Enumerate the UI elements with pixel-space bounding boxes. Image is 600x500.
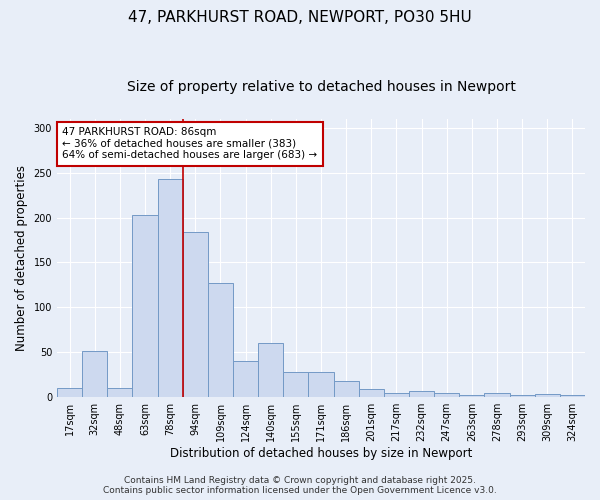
Bar (484, 392, 509, 397)
Bar (57, 388, 82, 397)
Bar (107, 388, 133, 397)
Bar (283, 372, 308, 397)
Bar (308, 372, 334, 397)
Bar (384, 392, 409, 397)
Y-axis label: Number of detached properties: Number of detached properties (15, 165, 28, 351)
Text: 47 PARKHURST ROAD: 86sqm
← 36% of detached houses are smaller (383)
64% of semi-: 47 PARKHURST ROAD: 86sqm ← 36% of detach… (62, 127, 317, 160)
Bar (133, 215, 158, 397)
Bar (183, 232, 208, 397)
Bar (334, 381, 359, 397)
Bar (535, 394, 560, 397)
Bar (258, 344, 283, 397)
Title: Size of property relative to detached houses in Newport: Size of property relative to detached ho… (127, 80, 515, 94)
Bar (233, 362, 258, 397)
Text: Contains HM Land Registry data © Crown copyright and database right 2025.
Contai: Contains HM Land Registry data © Crown c… (103, 476, 497, 495)
Bar (359, 389, 384, 397)
Bar (82, 350, 107, 397)
Bar (158, 179, 183, 397)
Bar (560, 396, 585, 397)
X-axis label: Distribution of detached houses by size in Newport: Distribution of detached houses by size … (170, 447, 472, 460)
Bar (509, 396, 535, 397)
Bar (459, 396, 484, 397)
Bar (409, 391, 434, 397)
Text: 47, PARKHURST ROAD, NEWPORT, PO30 5HU: 47, PARKHURST ROAD, NEWPORT, PO30 5HU (128, 10, 472, 25)
Bar (434, 392, 459, 397)
Bar (208, 283, 233, 397)
